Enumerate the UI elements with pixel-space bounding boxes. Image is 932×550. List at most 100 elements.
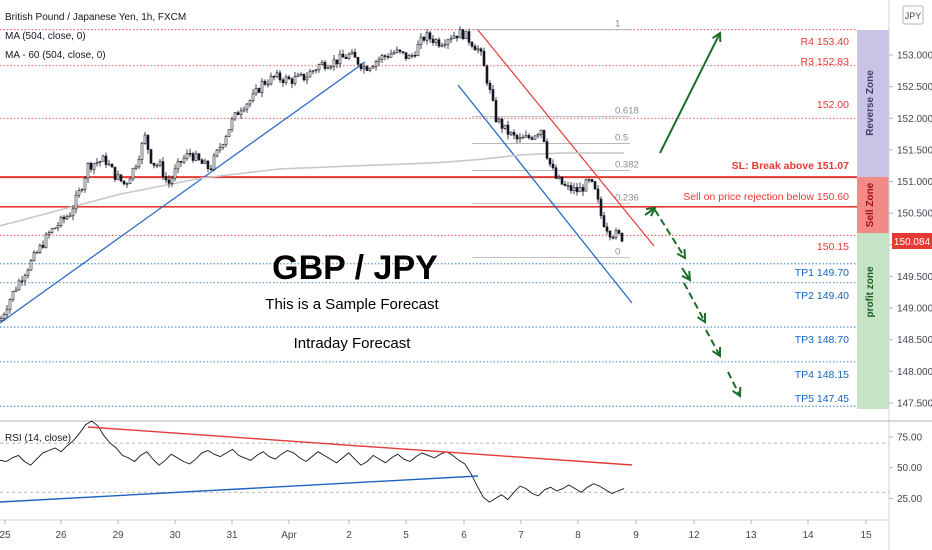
candle-body [227, 129, 231, 137]
fib-level-label: 0.618 [615, 106, 639, 117]
candle-body [452, 35, 456, 39]
level-label: 152.00 [817, 99, 849, 111]
time-tick-label: 6 [461, 530, 467, 541]
candle-body [164, 176, 168, 181]
candle-body [422, 36, 426, 41]
indicator-ma-1[interactable]: MA (504, close, 0) [5, 31, 86, 42]
candle-body [254, 88, 258, 95]
candle-body [296, 74, 300, 77]
rsi-support-line [0, 475, 479, 503]
symbol-title[interactable]: British Pound / Japanese Yen, 1h, FXCM [5, 12, 186, 23]
candle-body [494, 100, 498, 122]
candle-body [203, 160, 207, 164]
time-tick-label: 8 [575, 530, 581, 541]
candle-body [497, 118, 501, 122]
time-tick-label: 31 [226, 530, 238, 541]
candle-body [269, 75, 273, 85]
candle-body [380, 55, 384, 60]
candle-body [560, 176, 564, 185]
candle-body [65, 216, 69, 220]
candle-body [266, 83, 270, 86]
candle-body [197, 153, 201, 161]
candle-body [71, 208, 75, 217]
candle-body [368, 67, 372, 71]
rsi-pane: 75.00 50.00 25.00 [0, 420, 922, 505]
forecast-arrow-shaft [681, 267, 691, 281]
forecast-arrow-head [712, 31, 722, 43]
time-tick-label: 29 [112, 530, 124, 541]
reverse-zone-box [857, 30, 889, 177]
candle-body [611, 236, 615, 239]
candle-body [29, 260, 33, 271]
candle-body [89, 163, 93, 170]
overlay-note: Intraday Forecast [294, 335, 412, 352]
currency-badge[interactable] [902, 5, 924, 25]
candle-body [509, 131, 513, 135]
candle-body [461, 29, 465, 39]
price-tick-label: 151.500 [897, 145, 932, 156]
candle-body [308, 71, 312, 78]
candle-body [419, 36, 423, 45]
rsi-line [0, 420, 625, 503]
candle-body [128, 178, 132, 184]
candle-body [224, 136, 228, 145]
candle-body [524, 135, 528, 138]
rsi-title[interactable]: RSI (14, close) [5, 433, 71, 444]
candle-body [38, 244, 42, 253]
fibonacci-retracement: 1 0.618 0.5 0.382 0.236 0 [472, 19, 639, 258]
time-tick-label: 25 [0, 530, 11, 541]
candle-body [383, 55, 387, 57]
candle-body [146, 134, 150, 150]
forecast-arrow-shaft [683, 282, 706, 323]
level-label: TP5 147.45 [795, 393, 849, 405]
candle-body [95, 162, 99, 164]
candle-body [449, 38, 453, 41]
candle-body [386, 56, 390, 58]
candle-body [392, 51, 396, 55]
trend-lines [0, 29, 655, 324]
indicator-ma-2[interactable]: MA - 60 (504, close, 0) [5, 50, 106, 61]
candle-body [53, 227, 57, 230]
candle-body [374, 61, 378, 67]
candle-body [407, 55, 411, 59]
candle-body [431, 38, 435, 44]
candle-body [515, 134, 519, 140]
candle-body [80, 189, 84, 192]
reverse-zone-label: Reverse Zone [865, 70, 876, 136]
fib-level-label: 0.236 [615, 193, 639, 204]
candle-body [293, 76, 297, 84]
candle-body [8, 299, 12, 310]
candle-body [44, 234, 48, 248]
candle-body [56, 225, 60, 229]
candle-body [593, 181, 597, 190]
time-tick-label: 9 [633, 530, 639, 541]
candle-body [62, 216, 66, 220]
candle-body [119, 174, 123, 182]
profit-zone-label: profit zone [865, 266, 876, 318]
candle-body [233, 112, 237, 120]
current-price-tag [892, 233, 932, 249]
candle-body [608, 230, 612, 238]
candle-body [14, 289, 18, 292]
candle-body [59, 216, 63, 226]
candle-body [83, 177, 87, 190]
candle-body [590, 179, 594, 182]
channel-resistance-line [477, 29, 655, 247]
candle-body [185, 153, 189, 159]
candle-body [605, 226, 609, 232]
forecast-arrow-shaft [705, 329, 721, 357]
candle-body [245, 103, 249, 110]
channel-support-line [457, 84, 633, 304]
price-tick-label: 152.500 [897, 82, 932, 93]
candle-body [491, 89, 495, 101]
candle-body [533, 135, 537, 140]
candle-body [470, 41, 474, 47]
candle-body [539, 129, 543, 135]
candle-body [341, 53, 345, 58]
candle-body [2, 314, 6, 319]
candle-body [398, 49, 402, 52]
time-tick-label: Apr [281, 530, 297, 541]
candle-body [275, 72, 279, 78]
rsi-resistance-line [87, 426, 633, 466]
